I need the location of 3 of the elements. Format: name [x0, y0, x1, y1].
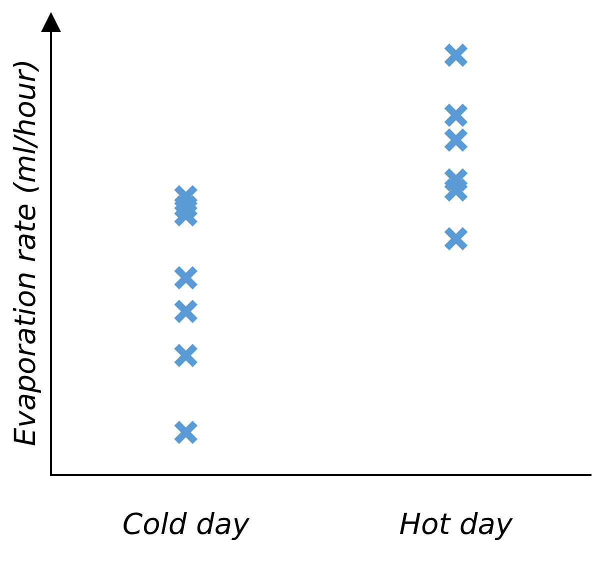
x-tick-label: Hot day: [399, 507, 514, 542]
y-axis-title: Evaporation rate (ml/hour): [8, 59, 42, 446]
x-tick-label: Cold day: [122, 507, 250, 542]
